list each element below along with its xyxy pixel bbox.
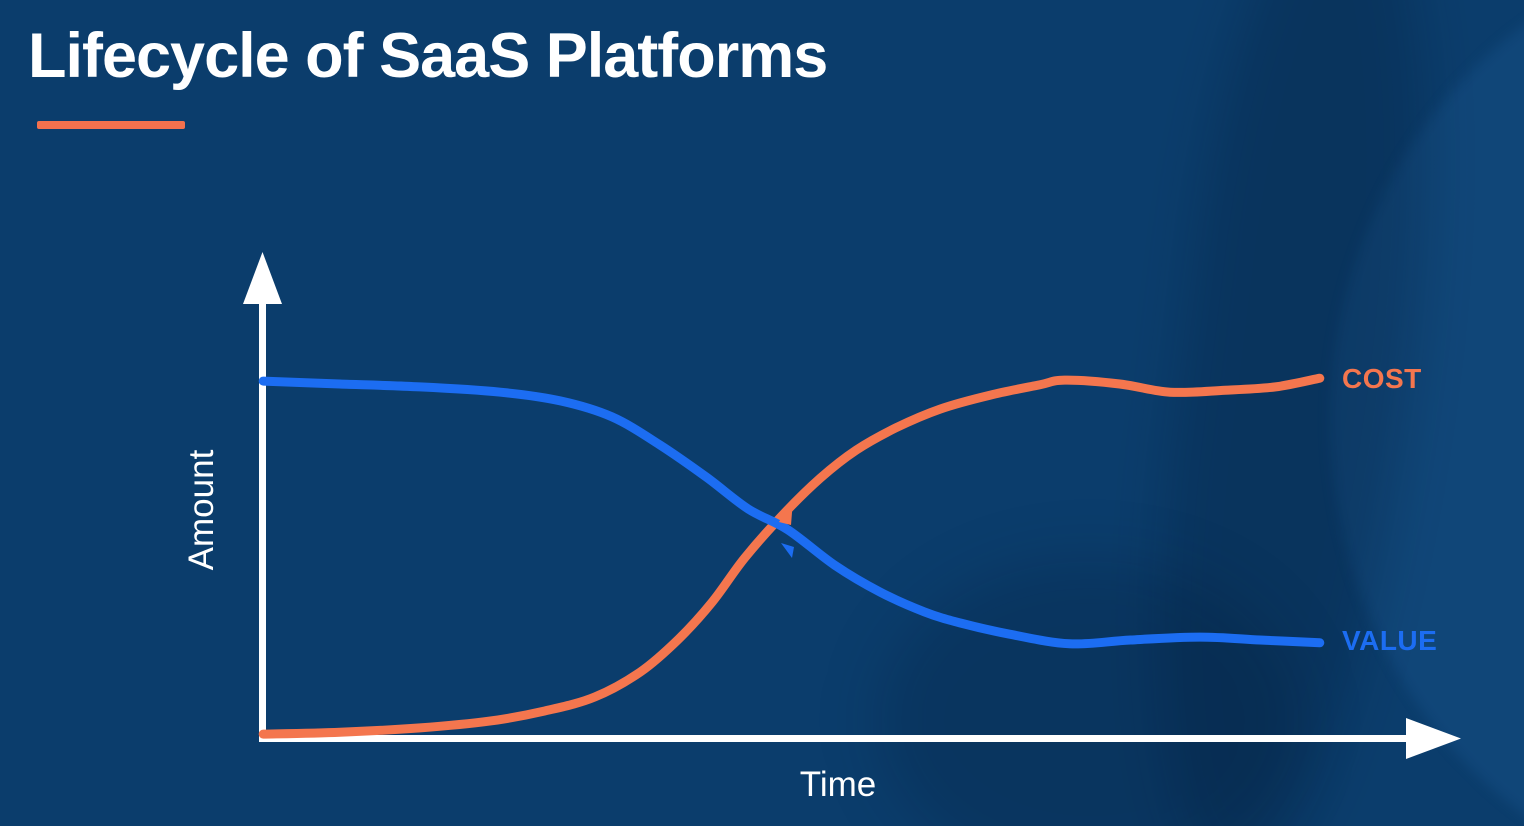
cost-series-label: COST	[1342, 363, 1422, 394]
y-axis-label: Amount	[182, 449, 221, 571]
value-crossing-barb-icon	[781, 543, 794, 558]
y-axis-arrowhead-icon	[243, 252, 282, 304]
cost-curve	[258, 373, 1325, 739]
cost-crossing-barb-icon	[779, 500, 793, 525]
title-accent-underline	[37, 121, 185, 129]
page-title: Lifecycle of SaaS Platforms	[28, 21, 828, 91]
y-axis	[243, 252, 282, 741]
value-curve	[258, 376, 1325, 649]
x-axis-arrowhead-icon	[1406, 718, 1461, 759]
value-series-label: VALUE	[1342, 625, 1438, 656]
x-axis	[259, 718, 1461, 759]
x-axis-label: Time	[799, 765, 877, 804]
